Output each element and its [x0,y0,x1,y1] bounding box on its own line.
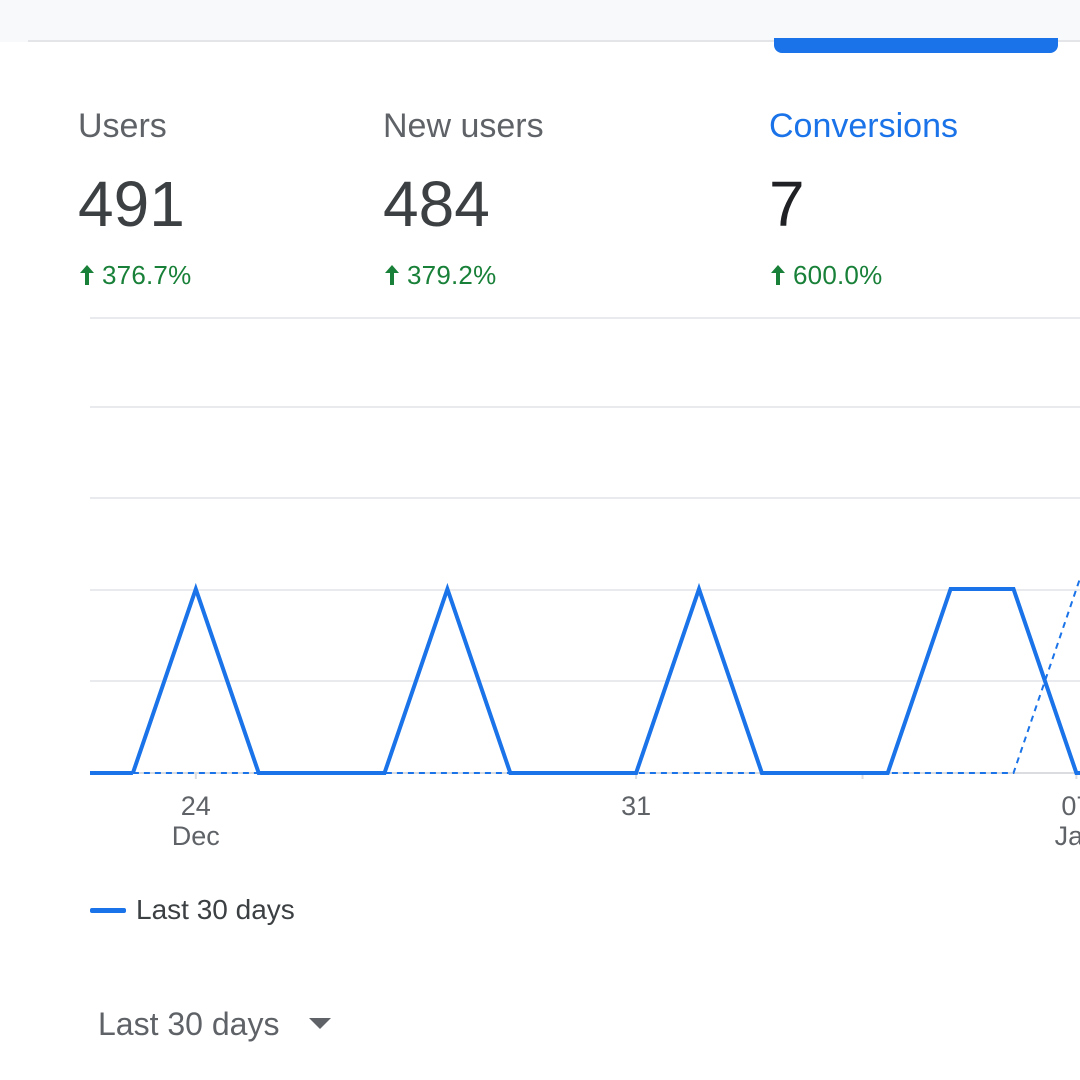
x-tick-label: 07Jan [1036,791,1080,851]
metric-card-users[interactable]: Users 491 376.7% [78,104,378,304]
x-tick-month: Dec [171,821,220,851]
x-tick-label: 24 Dec [156,791,236,851]
metric-card-conversions[interactable]: Conversions 7 600.0% [769,104,1069,304]
metric-change-value: 379.2% [407,260,497,290]
x-tick-day: 24 [180,791,211,821]
arrow-drop-down-icon [309,1018,332,1029]
metric-value: 484 [383,168,490,240]
date-range-label: Last 30 days [98,1005,280,1042]
x-tick-month: Jan [1054,821,1080,851]
metric-label: New users [383,107,544,145]
chart-legend: Last 30 days [90,893,295,927]
arrow-upward-icon [771,265,785,285]
metric-value: 7 [769,168,805,240]
metric-change: 600.0% [769,259,882,291]
legend-swatch [90,907,126,913]
metric-label: Users [78,107,167,145]
top-toolbar-strip [0,0,1080,42]
metric-card-new-users[interactable]: New users 484 379.2% [383,104,683,304]
active-tab-indicator [774,38,1058,53]
metric-label: Conversions [769,107,958,145]
arrow-upward-icon [80,265,94,285]
date-range-dropdown[interactable]: Last 30 days [98,1002,332,1046]
x-tick-label: 31 [596,791,676,821]
legend-label: Last 30 days [136,894,295,925]
header-divider [28,40,1080,42]
arrow-upward-icon [385,265,399,285]
metric-change-value: 376.7% [102,260,192,290]
x-tick-day: 07 [1061,791,1080,821]
metric-change: 379.2% [383,259,496,291]
chart-canvas [90,317,1080,779]
metric-change-value: 600.0% [793,260,883,290]
x-tick-day: 31 [621,791,652,821]
series-line-comparison [132,575,1080,774]
metric-change: 376.7% [78,259,191,291]
metric-value: 491 [78,168,185,240]
